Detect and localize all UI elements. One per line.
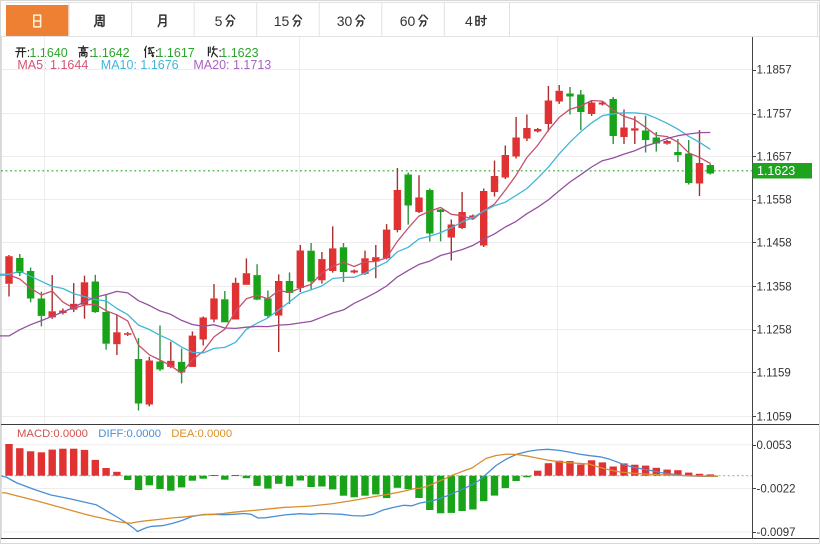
svg-text:1.1757: 1.1757 — [757, 109, 792, 121]
svg-text:1.1642: 1.1642 — [91, 46, 129, 60]
svg-text:1.1857: 1.1857 — [757, 65, 792, 77]
svg-text:1.1640: 1.1640 — [30, 46, 68, 60]
svg-text:-0.0022: -0.0022 — [757, 484, 796, 496]
svg-text::: : — [155, 46, 158, 60]
svg-text:-0.0097: -0.0097 — [757, 527, 796, 539]
svg-text::: : — [218, 46, 221, 60]
svg-text:MACD:0.0000: MACD:0.0000 — [17, 428, 88, 440]
svg-text:30: 30 — [337, 13, 353, 29]
svg-text:1.1623: 1.1623 — [757, 164, 795, 178]
svg-text:DIFF:0.0000: DIFF:0.0000 — [98, 428, 161, 440]
svg-text:MA20: 1.1713: MA20: 1.1713 — [193, 58, 271, 72]
svg-text:1.1059: 1.1059 — [757, 412, 792, 424]
svg-text:15: 15 — [274, 13, 290, 29]
svg-text:1.1558: 1.1558 — [757, 195, 792, 207]
svg-text:1.1159: 1.1159 — [757, 368, 791, 380]
svg-text:1.1358: 1.1358 — [757, 282, 792, 294]
svg-text:DEA:0.0000: DEA:0.0000 — [171, 428, 232, 440]
svg-text:MA5: 1.1644: MA5: 1.1644 — [17, 58, 88, 72]
svg-text:60: 60 — [400, 13, 416, 29]
svg-text:1.1657: 1.1657 — [757, 152, 792, 164]
svg-text:0.0053: 0.0053 — [757, 440, 792, 452]
svg-text:1.1458: 1.1458 — [757, 238, 792, 250]
svg-text:1.1258: 1.1258 — [757, 325, 792, 337]
svg-text::: : — [27, 46, 30, 60]
svg-text:1.1623: 1.1623 — [220, 46, 258, 60]
svg-text:1.1617: 1.1617 — [157, 46, 195, 60]
svg-text:MA10: 1.1676: MA10: 1.1676 — [101, 58, 179, 72]
svg-text:4: 4 — [465, 13, 473, 29]
svg-text:5: 5 — [215, 13, 223, 29]
svg-text::: : — [89, 46, 92, 60]
